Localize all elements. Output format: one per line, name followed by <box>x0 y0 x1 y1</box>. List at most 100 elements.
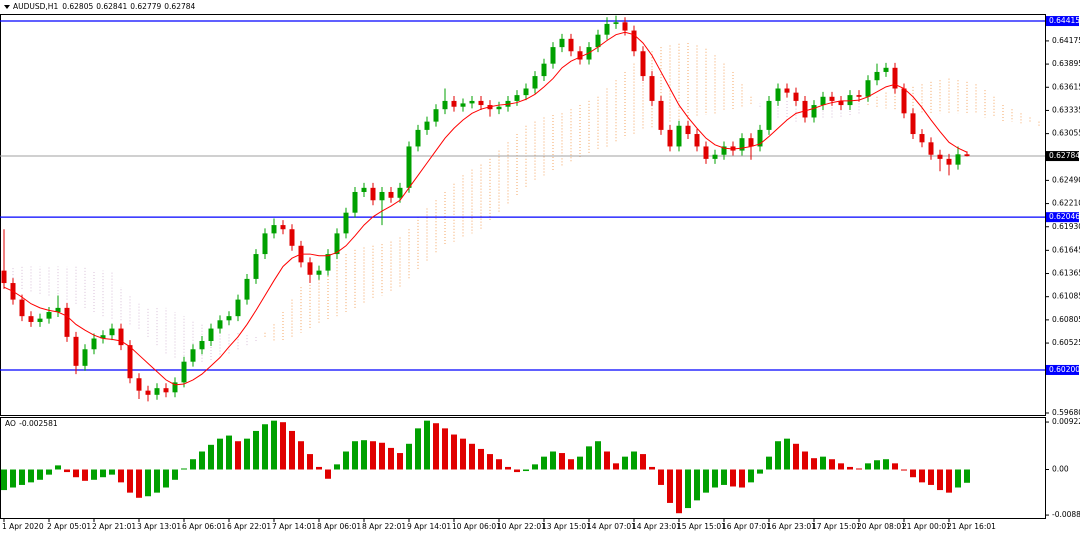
y-tick-label: 0.62210 <box>1052 199 1080 208</box>
ao-bar <box>730 469 736 487</box>
ao-bar <box>802 451 808 470</box>
candle-body <box>631 30 637 52</box>
candle-body <box>190 349 196 362</box>
candle-body <box>676 125 682 147</box>
ao-bar <box>235 441 241 470</box>
candle-body <box>541 63 547 77</box>
candle-body <box>847 95 853 106</box>
x-tick-label: 16 Apr 07:01 <box>722 522 771 531</box>
x-tick-label: 16 Apr 23:01 <box>767 522 816 531</box>
ao-bar <box>325 469 331 479</box>
price-label: 0.62784 <box>1049 151 1080 160</box>
ao-last: -0.002581 <box>19 419 58 428</box>
candle-body <box>514 95 520 101</box>
candle-body <box>325 254 331 271</box>
ao-bar <box>298 441 304 470</box>
ao-bar <box>109 469 115 475</box>
ao-bar <box>55 465 61 470</box>
candle-body <box>640 51 646 77</box>
candle-body <box>235 299 241 317</box>
candle-body <box>793 92 799 101</box>
x-tick-label: 7 Apr 14:01 <box>272 522 316 531</box>
candle-body <box>199 340 205 350</box>
candle-body <box>901 88 907 114</box>
ao-bar <box>937 469 943 491</box>
candle-body <box>316 270 322 275</box>
x-tick-label: 2 Apr 21:01 <box>92 522 136 531</box>
candle-body <box>208 328 214 341</box>
ao-bar <box>928 469 934 485</box>
candle-body <box>352 191 358 213</box>
candle-body <box>244 278 250 300</box>
y-tick-label: 0.63055 <box>1052 129 1080 138</box>
candle-body <box>289 229 295 246</box>
ao-bar <box>253 430 259 470</box>
ao-bar <box>379 442 385 470</box>
candle-body <box>154 388 160 395</box>
ao-bar <box>532 464 538 470</box>
candle-body <box>568 38 574 52</box>
ao-bar <box>370 441 376 470</box>
candle-body <box>937 154 943 159</box>
candle-body <box>334 233 340 255</box>
candle-body <box>748 138 754 147</box>
ao-bar <box>334 464 340 470</box>
y-tick-label: 0.63895 <box>1052 59 1080 68</box>
x-tick-label: 14 Apr 07:01 <box>587 522 636 531</box>
ao-bar <box>289 430 295 470</box>
candle-body <box>181 361 187 383</box>
ao-bar <box>685 469 691 509</box>
candle-body <box>379 191 385 201</box>
candle-body <box>415 129 421 147</box>
ao-bar <box>442 428 448 470</box>
ao-bar <box>469 443 475 470</box>
ao-bar <box>64 469 70 473</box>
candle-body <box>523 88 529 96</box>
candle-body <box>865 80 871 97</box>
candle-body <box>361 187 367 192</box>
x-tick-label: 21 Apr 16:01 <box>947 522 996 531</box>
ao-bar <box>667 469 673 503</box>
ao-bar <box>604 451 610 470</box>
candle-body <box>397 187 403 198</box>
candle-body <box>172 382 178 393</box>
x-tick-label: 10 Apr 22:01 <box>497 522 546 531</box>
price-label-box <box>1046 151 1079 162</box>
y-tick-label: 0.61365 <box>1052 269 1080 278</box>
ao-bar <box>568 459 574 470</box>
candle-body <box>136 378 142 391</box>
header-high: 0.62841 <box>96 2 127 11</box>
candle-body <box>451 100 457 107</box>
ao-bar <box>478 448 484 470</box>
candle-body <box>820 96 826 106</box>
candle-body <box>127 345 133 379</box>
candle-body <box>109 328 115 336</box>
level-label: 0.60200 <box>1049 365 1080 374</box>
candle-body <box>613 22 619 24</box>
candle-body <box>559 38 565 48</box>
menu-arrow[interactable] <box>4 5 10 9</box>
candle-body <box>883 67 889 72</box>
y-tick-label: 0.61645 <box>1052 245 1080 254</box>
ao-bar <box>586 446 592 470</box>
candle-body <box>370 187 376 201</box>
y-tick-label: 0.61930 <box>1052 222 1080 231</box>
ao-bar <box>199 451 205 470</box>
ao-bar <box>694 469 700 501</box>
candle-body <box>649 76 655 101</box>
ao-bar <box>712 469 718 488</box>
ao-bar <box>793 443 799 470</box>
y-tick-label: 0.64175 <box>1052 36 1080 45</box>
ao-bar <box>37 469 43 480</box>
ao-bar <box>244 438 250 470</box>
ao-header: AO -0.002581 <box>5 419 58 428</box>
ao-bar <box>757 469 763 474</box>
ao-bar <box>514 469 520 473</box>
candle-body <box>55 307 61 313</box>
candle-body <box>73 336 79 366</box>
y-tick-label: 0.60805 <box>1052 315 1080 324</box>
candle-body <box>262 233 268 255</box>
candle-body <box>424 121 430 130</box>
ao-bar <box>865 463 871 470</box>
